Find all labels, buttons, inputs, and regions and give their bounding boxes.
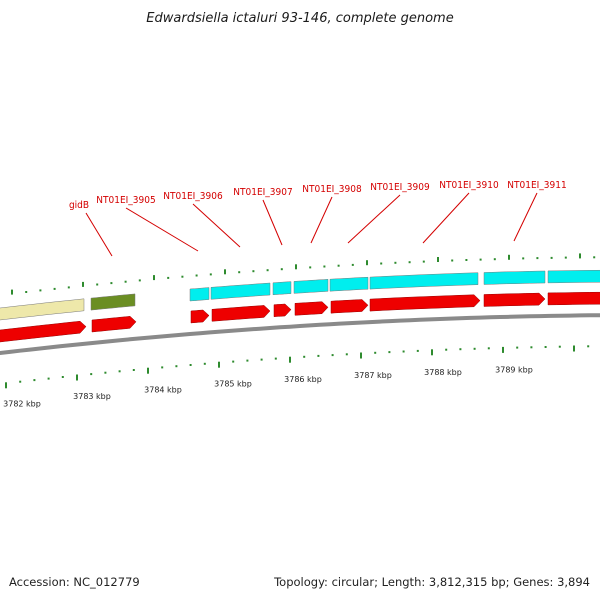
tick-label: 3782 kbp [3,400,41,409]
cyan-feature [272,281,292,296]
cds-arrow [294,301,329,316]
genome-summary-text: Topology: circular; Length: 3,812,315 bp… [273,575,590,589]
map-title: Edwardsiella ictaluri 93-146, complete g… [146,11,453,26]
cds-arrow [0,320,87,343]
gene-label: NT01EI_3910 [439,180,499,191]
tick-label: 3786 kbp [284,375,322,384]
cds-arrow [273,303,292,317]
cds-arrow [190,309,210,324]
gene-leader-line [192,203,241,248]
gene-label: NT01EI_3909 [370,182,430,193]
feature-track-inner [0,291,600,343]
outer-tick-ring [11,253,596,295]
gene-label: NT01EI_3905 [96,195,155,206]
cds-arrow [211,305,271,322]
gene-label-group: gidB NT01EI_3905 NT01EI_3906 NT01EI_3907 NT0… [69,180,567,257]
cyan-feature [369,272,479,290]
gene-leader-line [422,192,470,244]
backbone-line [0,313,600,356]
tick-label: 3783 kbp [73,392,111,401]
gene-leader-line [85,212,113,257]
gene-label: NT01EI_3906 [163,191,223,202]
feature-track-outer [0,269,600,321]
cyan-feature [189,287,210,302]
gene-label: gidB [69,200,89,211]
cyan-feature [329,276,369,292]
tick-label: 3785 kbp [214,380,252,389]
gene-leader-line [347,194,401,244]
cds-arrow [547,291,600,306]
cds-arrow [483,292,546,307]
cds-arrow [330,299,369,314]
khaki-feature [0,298,85,321]
tick-label: 3788 kbp [424,368,462,377]
cyan-feature [483,270,546,285]
gene-leader-line [125,207,199,252]
cyan-feature [210,282,271,300]
gene-label: NT01EI_3907 [233,187,292,198]
tick-label: 3784 kbp [144,385,182,394]
scale-tick-ring [5,345,590,389]
gene-leader-line [513,192,538,242]
gene-label: NT01EI_3908 [302,184,362,195]
gene-label: NT01EI_3911 [507,180,566,191]
gene-leader-line [262,199,283,246]
cds-arrow [369,294,481,312]
cyan-feature [293,279,329,294]
gene-leader-line [310,196,333,244]
olive-feature [90,293,136,311]
scale-tick-labels: 3782 kbp 3783 kbp 3784 kbp 3785 kbp 3786 kbp… [3,366,533,409]
accession-text: Accession: NC_012779 [9,575,140,589]
cds-arrow [91,316,137,333]
cyan-feature [547,269,600,284]
tick-label: 3787 kbp [354,371,392,380]
genome-backbone [0,313,600,356]
tick-label: 3789 kbp [495,366,533,375]
